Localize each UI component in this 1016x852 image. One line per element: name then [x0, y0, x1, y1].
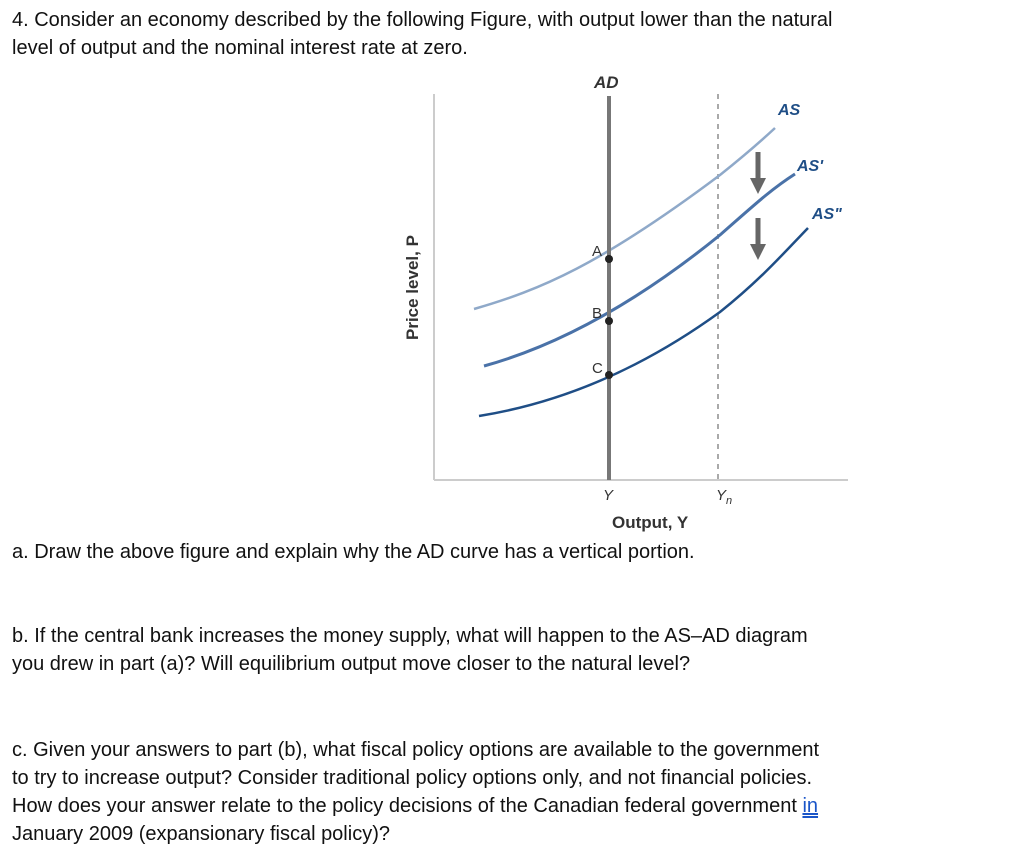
- as-prime-curve: [483, 172, 796, 368]
- ad-label: AD: [593, 73, 619, 92]
- point-b-dot: [605, 317, 613, 325]
- as-double-prime-label: AS": [811, 206, 842, 223]
- y-axis-label: Price level, P: [403, 235, 422, 340]
- yn-tick-sub: n: [726, 495, 732, 507]
- point-b-label: B: [592, 305, 602, 322]
- shift-arrow-1: [750, 152, 766, 194]
- in-link[interactable]: in: [802, 795, 819, 817]
- question-intro-line2: level of output and the nominal interest…: [12, 37, 468, 59]
- part-b-line1: b. If the central bank increases the mon…: [12, 625, 808, 647]
- question-part-c: c. Given your answers to part (b), what …: [12, 736, 1002, 848]
- question-intro-line1: 4. Consider an economy described by the …: [12, 9, 833, 31]
- as-curve: [473, 127, 776, 311]
- question-intro: 4. Consider an economy described by the …: [12, 6, 1002, 62]
- as-prime-label: AS': [796, 158, 824, 175]
- as-double-prime-curve: [478, 227, 809, 418]
- part-c-line2: to try to increase output? Consider trad…: [12, 767, 813, 789]
- question-part-b: b. If the central bank increases the mon…: [12, 622, 1002, 678]
- x-axis-label: Output, Y: [612, 513, 689, 532]
- point-a-label: A: [592, 243, 602, 260]
- y-tick-label: Y: [603, 487, 614, 504]
- part-c-line4: January 2009 (expansionary fiscal policy…: [12, 823, 390, 845]
- yn-tick-label: Yn: [716, 487, 732, 507]
- point-c-dot: [605, 371, 613, 379]
- part-b-line2: you drew in part (a)? Will equilibrium o…: [12, 653, 691, 675]
- point-a-dot: [605, 255, 613, 263]
- as-label: AS: [777, 102, 801, 119]
- part-c-line3: How does your answer relate to the polic…: [12, 795, 803, 817]
- part-c-line1: c. Given your answers to part (b), what …: [12, 739, 820, 761]
- yn-tick-main: Y: [716, 487, 727, 504]
- point-c-label: C: [592, 360, 603, 377]
- shift-arrow-2: [750, 218, 766, 260]
- question-part-a: a. Draw the above figure and explain why…: [12, 538, 1002, 566]
- part-a-text: a. Draw the above figure and explain why…: [12, 541, 695, 563]
